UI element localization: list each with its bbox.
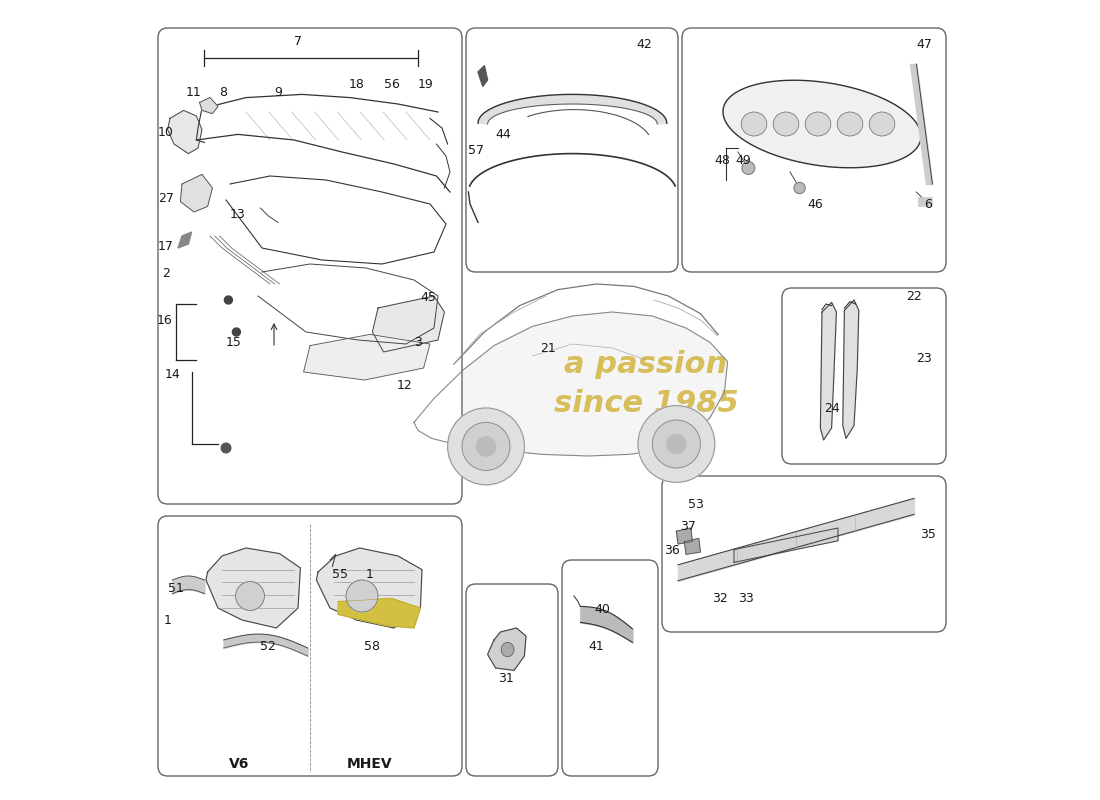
FancyBboxPatch shape: [662, 476, 946, 632]
FancyBboxPatch shape: [782, 288, 946, 464]
Text: 33: 33: [738, 592, 754, 605]
Ellipse shape: [837, 112, 862, 136]
Polygon shape: [843, 300, 859, 438]
Circle shape: [667, 434, 686, 454]
FancyBboxPatch shape: [158, 28, 462, 504]
Bar: [918, 197, 933, 206]
Text: 9: 9: [274, 86, 282, 98]
Ellipse shape: [869, 112, 894, 136]
Polygon shape: [206, 548, 300, 628]
Polygon shape: [338, 598, 420, 628]
Text: 19: 19: [418, 78, 433, 90]
Circle shape: [462, 422, 510, 470]
Text: 52: 52: [261, 640, 276, 653]
Polygon shape: [180, 174, 212, 212]
Polygon shape: [723, 80, 921, 168]
Polygon shape: [317, 548, 422, 628]
Ellipse shape: [773, 112, 799, 136]
Text: 46: 46: [807, 198, 824, 210]
Text: V6: V6: [230, 757, 250, 771]
Polygon shape: [676, 528, 692, 544]
Text: 18: 18: [349, 78, 364, 90]
Text: 6: 6: [924, 198, 932, 210]
Circle shape: [346, 580, 378, 612]
Text: 1: 1: [164, 614, 172, 626]
Text: 49: 49: [736, 154, 751, 166]
Text: 55: 55: [332, 568, 349, 581]
Circle shape: [232, 328, 241, 336]
FancyBboxPatch shape: [158, 516, 462, 776]
Text: 58: 58: [364, 640, 381, 653]
Circle shape: [235, 582, 264, 610]
Text: a passion
since 1985: a passion since 1985: [553, 350, 738, 418]
Circle shape: [224, 296, 232, 304]
Polygon shape: [167, 110, 202, 154]
Text: 13: 13: [230, 208, 246, 221]
FancyBboxPatch shape: [682, 28, 946, 272]
Text: 53: 53: [688, 498, 704, 510]
Text: 14: 14: [165, 368, 180, 381]
Polygon shape: [414, 312, 727, 456]
Text: 40: 40: [594, 603, 609, 616]
Text: 41: 41: [588, 640, 604, 653]
Text: MHEV: MHEV: [348, 757, 393, 771]
Text: 16: 16: [156, 314, 173, 326]
Polygon shape: [478, 66, 487, 86]
Circle shape: [476, 437, 496, 456]
Text: 57: 57: [469, 144, 484, 157]
Text: 1: 1: [366, 568, 374, 581]
FancyBboxPatch shape: [466, 28, 678, 272]
Text: 56: 56: [384, 78, 399, 90]
FancyBboxPatch shape: [466, 584, 558, 776]
Text: 42: 42: [637, 38, 652, 50]
Polygon shape: [304, 334, 430, 380]
Circle shape: [794, 182, 805, 194]
Ellipse shape: [741, 112, 767, 136]
Text: 10: 10: [158, 126, 174, 138]
Text: 7: 7: [294, 35, 302, 48]
Text: 3: 3: [414, 336, 422, 349]
Polygon shape: [821, 302, 836, 440]
Ellipse shape: [502, 642, 514, 657]
Text: 11: 11: [186, 86, 202, 98]
Polygon shape: [734, 528, 838, 562]
Polygon shape: [478, 94, 667, 124]
Text: 2: 2: [162, 267, 169, 280]
FancyBboxPatch shape: [562, 560, 658, 776]
Text: 31: 31: [498, 672, 514, 685]
Circle shape: [742, 162, 755, 174]
Text: 36: 36: [663, 544, 680, 557]
Text: 22: 22: [906, 290, 922, 302]
Text: 17: 17: [158, 240, 174, 253]
Text: 44: 44: [496, 128, 512, 141]
Circle shape: [448, 408, 525, 485]
Circle shape: [652, 420, 701, 468]
Text: 47: 47: [916, 38, 933, 50]
Polygon shape: [684, 538, 701, 554]
Text: 35: 35: [920, 528, 935, 541]
Polygon shape: [178, 232, 191, 248]
Circle shape: [638, 406, 715, 482]
Text: 45: 45: [420, 291, 437, 304]
Text: 27: 27: [158, 192, 174, 205]
Text: 21: 21: [540, 342, 557, 354]
Text: 51: 51: [167, 582, 184, 594]
Text: 23: 23: [916, 352, 933, 365]
Polygon shape: [487, 628, 526, 670]
Ellipse shape: [805, 112, 830, 136]
Text: 12: 12: [396, 379, 412, 392]
Text: 15: 15: [227, 336, 242, 349]
Circle shape: [221, 443, 231, 453]
Text: 24: 24: [824, 402, 839, 414]
Polygon shape: [373, 296, 444, 352]
Text: 48: 48: [714, 154, 730, 166]
Text: 8: 8: [220, 86, 228, 98]
Text: 32: 32: [712, 592, 727, 605]
Polygon shape: [199, 98, 218, 114]
Text: 37: 37: [680, 520, 695, 533]
